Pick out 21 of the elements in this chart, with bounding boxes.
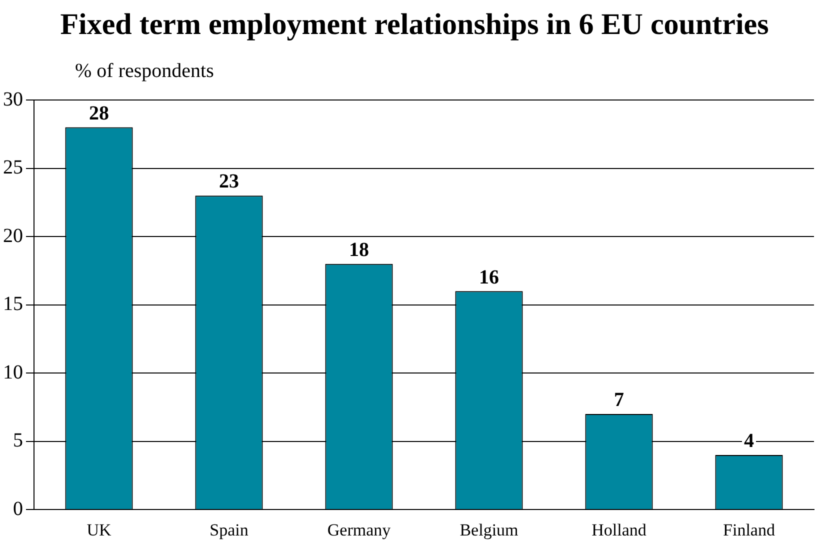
x-tick-label: Belgium — [460, 520, 518, 540]
data-label: 7 — [614, 389, 624, 412]
data-label: 23 — [219, 170, 239, 193]
y-tick-label: 20 — [3, 224, 23, 247]
chart-title: Fixed term employment relationships in 6 EU countries — [59, 8, 770, 42]
x-tick-label: Germany — [327, 520, 392, 540]
x-tick-label: Spain — [210, 520, 249, 540]
x-tick-label: Holland — [592, 520, 647, 540]
data-label: 4 — [744, 430, 754, 452]
y-axis-title: % of respondents — [75, 60, 214, 83]
y-tick-label: 25 — [3, 156, 23, 179]
y-tick-label: 10 — [3, 361, 23, 384]
y-tick-label: 15 — [3, 293, 23, 316]
data-label: 28 — [89, 102, 109, 124]
y-tick-label: 5 — [13, 430, 23, 452]
y-tick-label: 0 — [13, 498, 23, 520]
y-tick-label: 30 — [3, 88, 23, 110]
data-label: 16 — [479, 266, 499, 288]
x-tick-label: UK — [86, 520, 112, 540]
x-tick-label: Finland — [723, 520, 776, 540]
data-label: 18 — [349, 239, 369, 262]
